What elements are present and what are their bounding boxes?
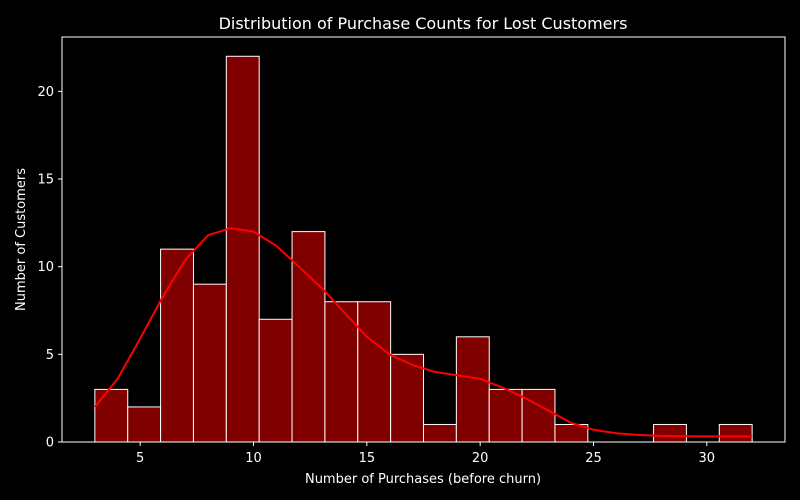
histogram-bar-9 [390, 353, 424, 443]
y-tick-label: 0 [46, 436, 54, 451]
histogram-bar-0 [94, 388, 129, 443]
chart-title: Distribution of Purchase Counts for Lost… [219, 14, 628, 33]
histogram-bar-19 [718, 423, 753, 443]
plot-frame [61, 36, 786, 443]
histogram-bar-3 [192, 283, 227, 443]
x-tick-label: 25 [585, 451, 602, 466]
y-axis-ticks: 0 5 10 15 20 [37, 85, 62, 451]
histogram-bar-13 [521, 388, 556, 443]
histogram-bar-5 [258, 318, 293, 443]
histogram-bar-17 [653, 423, 687, 443]
x-axis-label: Number of Purchases (before churn) [305, 472, 541, 487]
histogram-bar-2 [160, 248, 194, 443]
x-axis-ticks: 5 10 15 20 25 30 [136, 442, 715, 466]
x-tick-label: 15 [359, 451, 376, 466]
histogram-bar-10 [423, 423, 457, 443]
y-tick-label: 15 [37, 173, 54, 188]
x-tick-label: 30 [699, 451, 716, 466]
histogram-bar-6 [291, 231, 326, 443]
histogram-bar-11 [455, 336, 490, 443]
histogram-bar-7 [324, 301, 359, 443]
x-tick-label: 5 [136, 451, 144, 466]
x-tick-label: 10 [245, 451, 262, 466]
y-axis-label: Number of Customers [14, 168, 29, 311]
histogram-bar-4 [225, 55, 260, 443]
x-tick-label: 20 [472, 451, 489, 466]
y-tick-label: 10 [37, 260, 54, 275]
kde-curve [94, 227, 753, 438]
y-tick-label: 20 [37, 85, 54, 100]
histogram-bar-1 [127, 406, 162, 443]
histogram-bar-8 [357, 301, 392, 443]
y-tick-label: 5 [46, 348, 54, 363]
bars-group [94, 55, 753, 443]
histogram-bar-12 [488, 388, 523, 443]
